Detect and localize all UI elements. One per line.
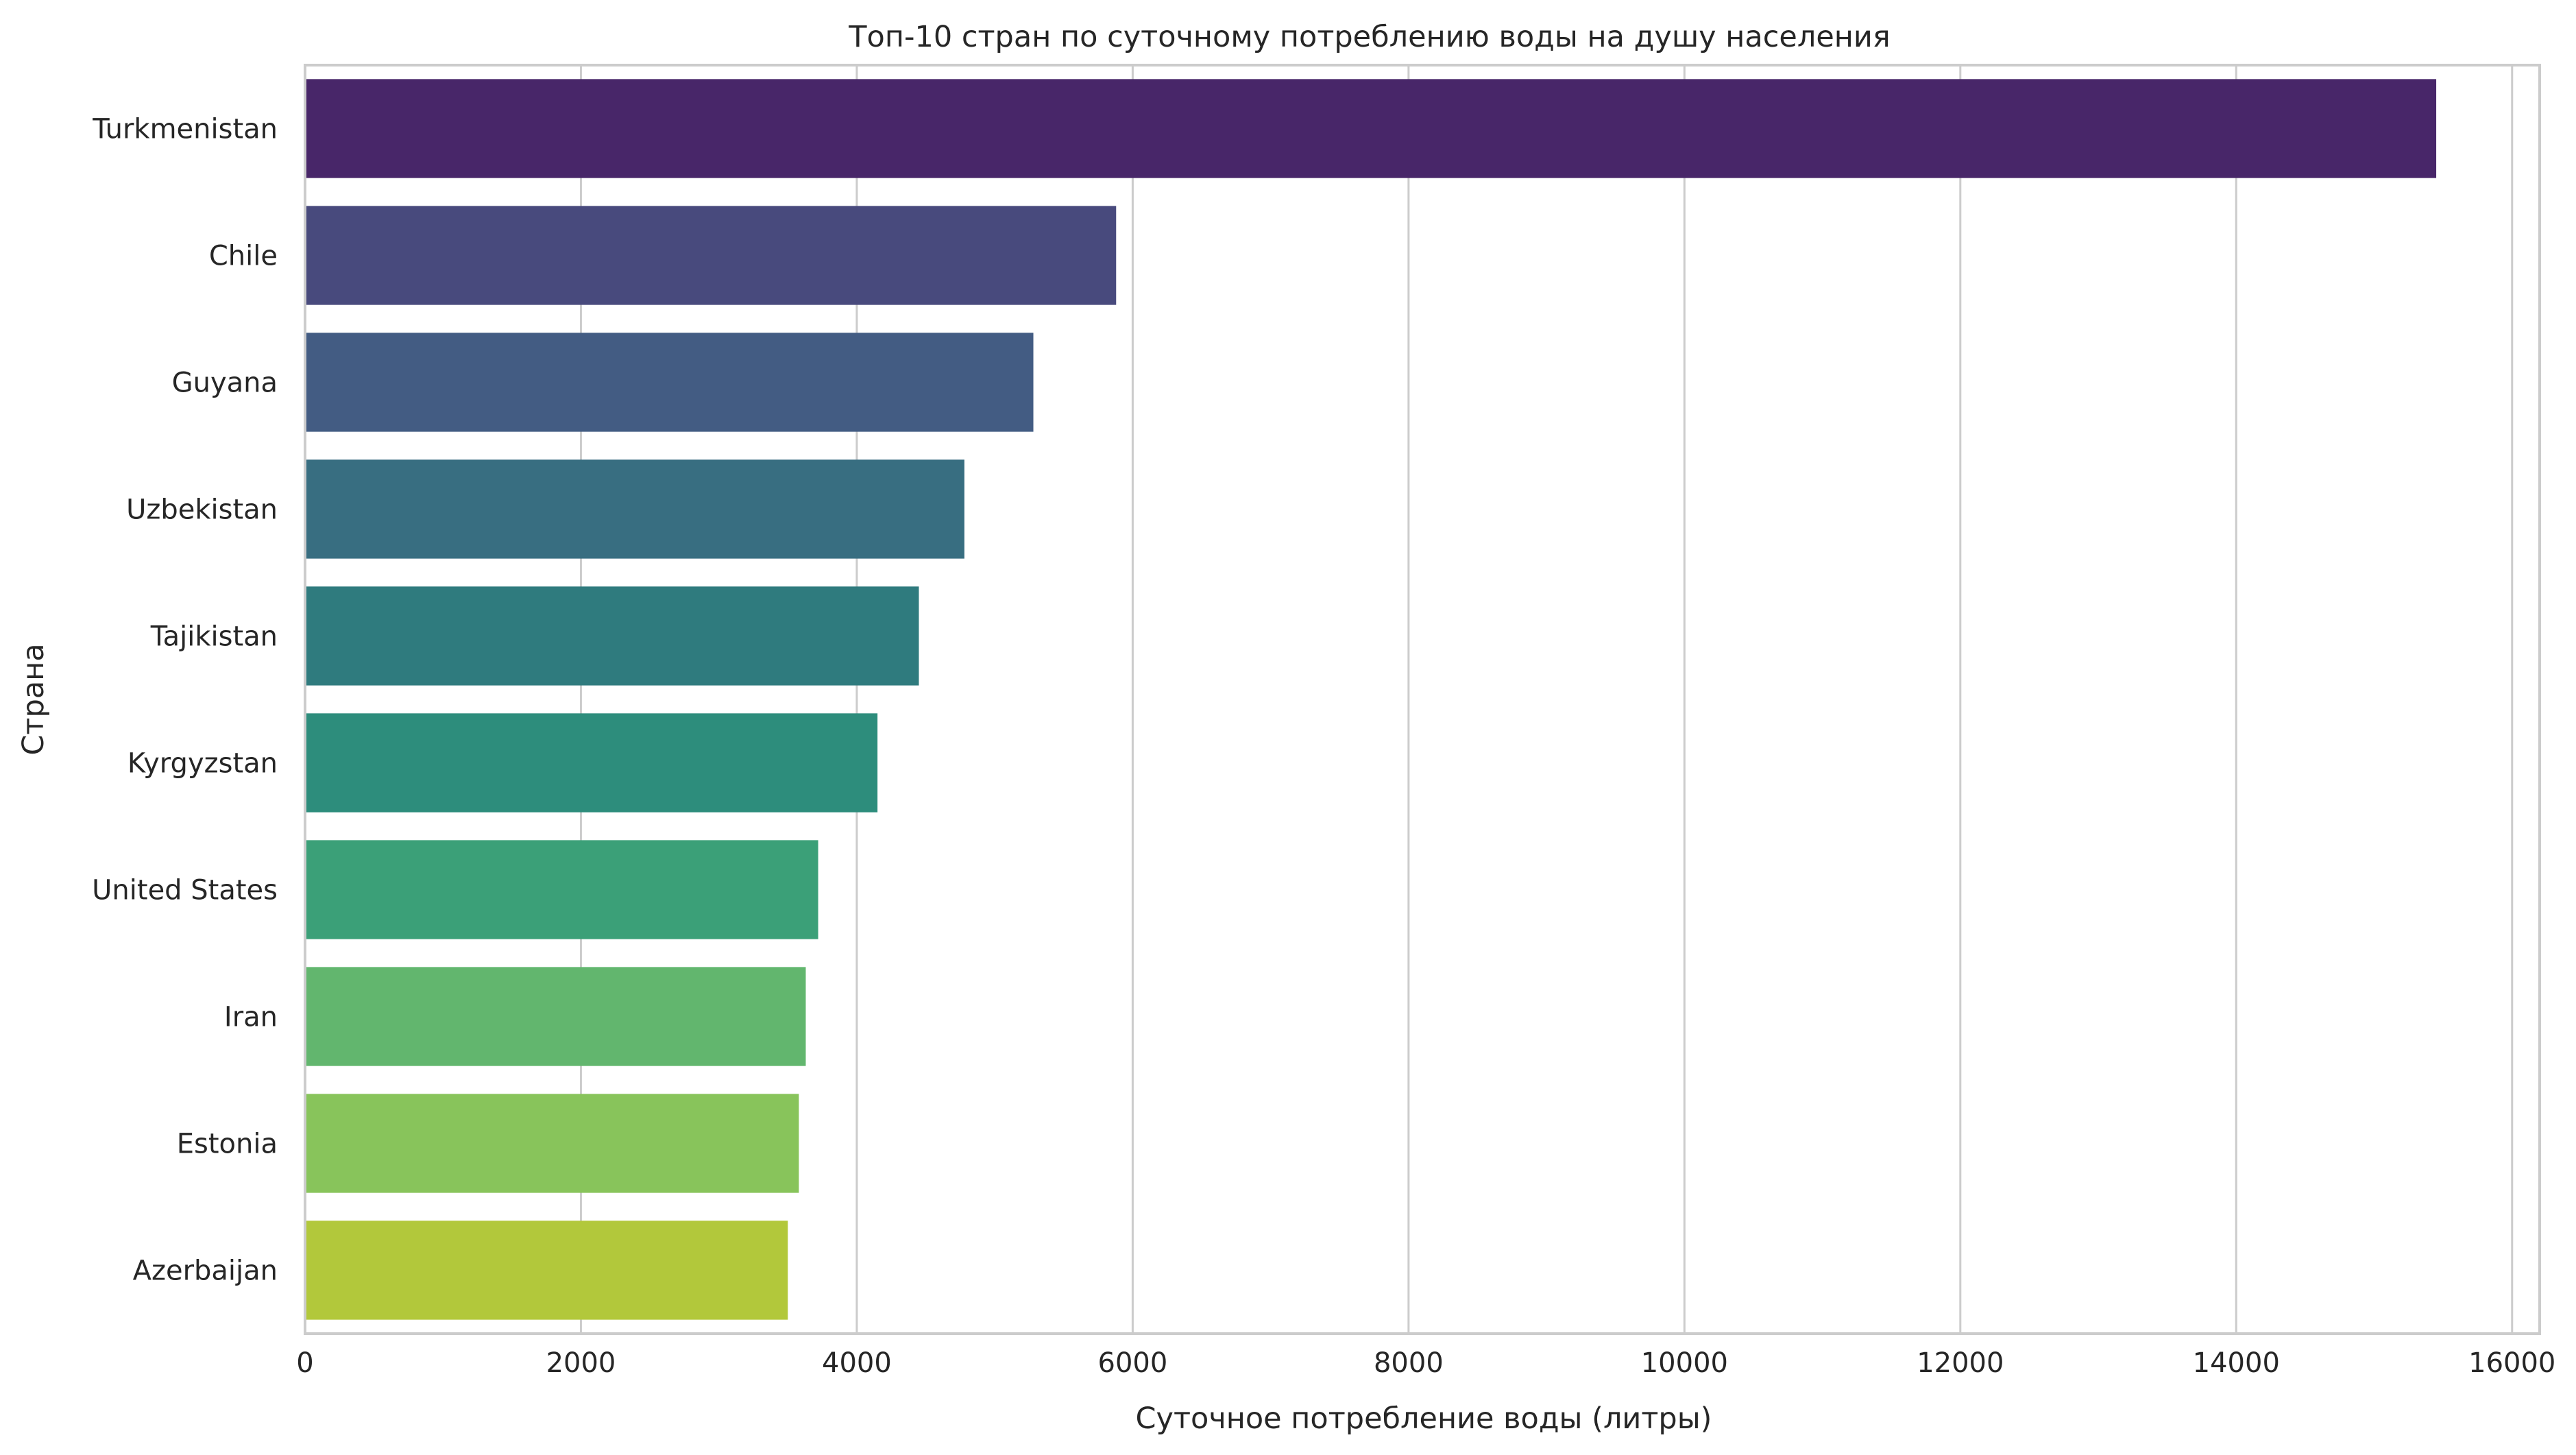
bar-chile (305, 206, 1117, 305)
y-axis-label: Страна (16, 643, 51, 755)
bar-azerbaijan (305, 1220, 788, 1320)
y-tick-label: United States (92, 875, 278, 906)
x-tick-label: 12000 (1917, 1347, 2004, 1379)
x-tick-label: 16000 (2468, 1347, 2555, 1379)
x-tick-label: 0 (296, 1347, 313, 1379)
y-tick-label: Chile (209, 241, 278, 272)
y-tick-label: Iran (224, 1002, 278, 1033)
bar-united-states (305, 840, 818, 939)
bar-iran (305, 967, 806, 1066)
y-tick-label: Kyrgyzstan (127, 748, 278, 780)
x-tick-label: 14000 (2193, 1347, 2280, 1379)
bar-estonia (305, 1094, 799, 1193)
y-tick-label: Azerbaijan (133, 1255, 278, 1287)
x-tick-labels: 0 2000 4000 6000 8000 10000 12000 14000 16000 (296, 1347, 2555, 1379)
bars (305, 79, 2437, 1320)
x-tick-label: 6000 (1098, 1347, 1168, 1379)
y-tick-label: Estonia (177, 1129, 278, 1160)
y-tick-label: Turkmenistan (92, 114, 278, 145)
x-tick-label: 10000 (1641, 1347, 1728, 1379)
chart-title: Топ-10 стран по суточному потреблению во… (848, 20, 1890, 54)
y-tick-label: Tajikistan (150, 621, 278, 653)
bar-tajikistan (305, 586, 919, 686)
bar-turkmenistan (305, 79, 2437, 178)
x-axis-label: Суточное потребление воды (литры) (1136, 1402, 1712, 1436)
x-tick-label: 4000 (822, 1347, 892, 1379)
x-tick-label: 2000 (546, 1347, 616, 1379)
plot-frame (304, 64, 2541, 1335)
y-tick-labels: Turkmenistan Chile Guyana Uzbekistan Tajikis… (92, 114, 278, 1287)
bar-uzbekistan (305, 459, 964, 559)
bar-guyana (305, 333, 1034, 432)
y-tick-label: Uzbekistan (126, 494, 278, 526)
x-tick-label: 8000 (1374, 1347, 1444, 1379)
y-tick-label: Guyana (172, 368, 278, 399)
bar-kyrgyzstan (305, 713, 878, 813)
